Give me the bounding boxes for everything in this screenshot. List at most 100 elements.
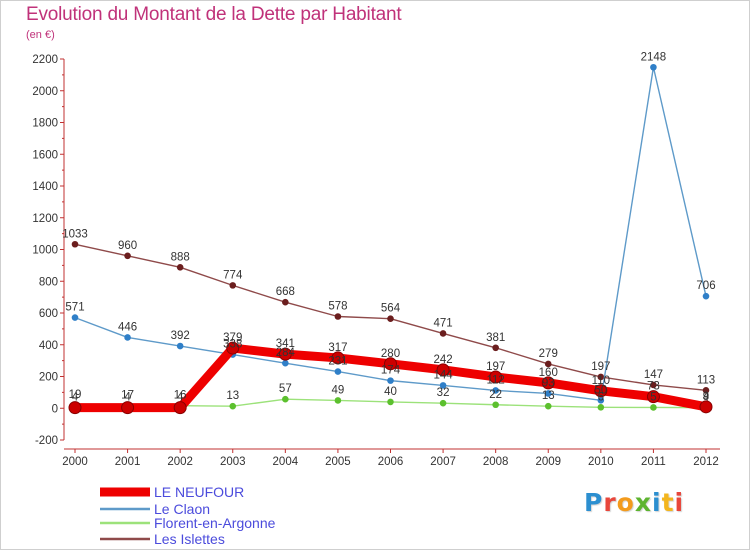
y-tick-label: 1000 bbox=[32, 245, 58, 257]
data-label: 5 bbox=[650, 391, 656, 403]
series-marker-1 bbox=[387, 377, 394, 384]
data-label: 960 bbox=[118, 240, 137, 252]
series-marker-1 bbox=[492, 387, 499, 394]
series-marker-1 bbox=[282, 359, 289, 367]
series-marker-0 bbox=[68, 401, 82, 415]
y-tick-label: 200 bbox=[39, 372, 58, 384]
data-label: 197 bbox=[591, 361, 610, 373]
data-label: 4 bbox=[124, 392, 131, 404]
data-label: 22 bbox=[489, 389, 502, 401]
data-label: 379 bbox=[223, 332, 242, 344]
data-label: 4 bbox=[177, 392, 184, 404]
x-tick-label: 2007 bbox=[430, 456, 456, 468]
data-label: 49 bbox=[332, 384, 345, 396]
data-label: 174 bbox=[381, 365, 401, 377]
data-label: 4 bbox=[72, 392, 79, 404]
data-label: 197 bbox=[486, 361, 505, 373]
data-label: 160 bbox=[539, 367, 558, 379]
series-marker-0 bbox=[226, 341, 240, 355]
series-marker-3 bbox=[702, 387, 710, 394]
data-label: 231 bbox=[328, 356, 347, 368]
series-marker-2 bbox=[650, 404, 657, 411]
series-marker-2 bbox=[334, 397, 342, 404]
y-tick-label: 800 bbox=[39, 276, 58, 288]
logo-letter: t bbox=[661, 488, 675, 517]
data-label: 113 bbox=[697, 374, 715, 386]
x-tick-label: 2005 bbox=[325, 456, 351, 468]
x-tick-label: 2010 bbox=[588, 456, 614, 468]
data-label: 13 bbox=[542, 390, 555, 402]
data-label: 280 bbox=[381, 348, 400, 360]
y-tick-label: 400 bbox=[39, 340, 58, 352]
data-label: 13 bbox=[226, 390, 239, 402]
data-label: 578 bbox=[328, 300, 347, 312]
series-marker-3 bbox=[544, 360, 552, 368]
data-label: 381 bbox=[486, 332, 505, 344]
legend-label: Florent-en-Argonne bbox=[154, 515, 276, 531]
logo-letter: r bbox=[603, 488, 617, 517]
series-marker-1 bbox=[702, 292, 710, 300]
series-marker-1 bbox=[439, 382, 447, 389]
series-marker-1 bbox=[597, 397, 605, 404]
data-label: 32 bbox=[437, 387, 450, 399]
data-label: 19 bbox=[69, 389, 82, 401]
data-label: 57 bbox=[279, 383, 292, 395]
logo-letter: o bbox=[616, 488, 635, 517]
chart-subtitle: (en €) bbox=[26, 29, 55, 41]
y-tick-label: 1400 bbox=[32, 181, 58, 193]
legend-label: Les Islettes bbox=[154, 531, 225, 547]
x-tick-label: 2004 bbox=[273, 456, 299, 468]
proxiti-logo: Proxiti bbox=[584, 488, 684, 517]
data-label: 6 bbox=[598, 391, 604, 403]
data-label: 17 bbox=[121, 390, 134, 402]
series-marker-0 bbox=[646, 390, 660, 404]
series-marker-0 bbox=[699, 400, 713, 414]
series-marker-1 bbox=[650, 63, 657, 71]
logo-letter: i bbox=[674, 488, 685, 517]
data-label: 144 bbox=[433, 369, 453, 381]
series-marker-0 bbox=[121, 401, 135, 415]
series-marker-2 bbox=[387, 398, 394, 406]
data-label: 571 bbox=[65, 302, 84, 314]
series-marker-1 bbox=[544, 390, 552, 397]
data-label: 40 bbox=[384, 386, 397, 398]
data-label: 564 bbox=[381, 303, 401, 315]
y-tick-label: 1200 bbox=[32, 213, 58, 225]
series-marker-3 bbox=[71, 240, 79, 248]
data-label: 242 bbox=[433, 354, 452, 366]
series-marker-0 bbox=[384, 357, 397, 371]
series-marker-3 bbox=[439, 330, 447, 337]
y-tick-label: 2200 bbox=[32, 54, 58, 66]
series-marker-1 bbox=[176, 342, 184, 350]
series-marker-1 bbox=[71, 314, 79, 321]
series-marker-3 bbox=[492, 344, 499, 352]
y-tick-label: -200 bbox=[35, 435, 58, 447]
series-marker-2 bbox=[439, 399, 447, 407]
x-tick-label: 2003 bbox=[220, 456, 246, 468]
series-marker-3 bbox=[176, 263, 184, 271]
data-label: 471 bbox=[433, 317, 452, 329]
series-marker-0 bbox=[173, 401, 187, 415]
data-label: 392 bbox=[171, 330, 190, 342]
y-tick-label: 2000 bbox=[32, 86, 58, 98]
logo-letter: i bbox=[652, 488, 662, 517]
series-marker-2 bbox=[597, 403, 605, 411]
data-label: 73 bbox=[647, 381, 660, 393]
x-tick-label: 2011 bbox=[641, 456, 666, 468]
series-marker-2 bbox=[229, 402, 237, 410]
data-label: 774 bbox=[223, 269, 243, 281]
chart-series bbox=[68, 63, 713, 415]
data-label: 279 bbox=[539, 348, 558, 360]
data-label: 341 bbox=[276, 338, 295, 350]
series-marker-3 bbox=[229, 282, 237, 289]
data-label: 317 bbox=[328, 342, 347, 354]
series-marker-3 bbox=[124, 252, 131, 260]
legend-label: Le Claon bbox=[154, 501, 210, 517]
chart-title: Evolution du Montant de la Dette par Hab… bbox=[26, 4, 402, 25]
series-marker-3 bbox=[282, 298, 289, 306]
y-tick-label: 600 bbox=[39, 308, 58, 320]
logo-letter: x bbox=[634, 488, 652, 517]
series-marker-3 bbox=[334, 313, 342, 320]
